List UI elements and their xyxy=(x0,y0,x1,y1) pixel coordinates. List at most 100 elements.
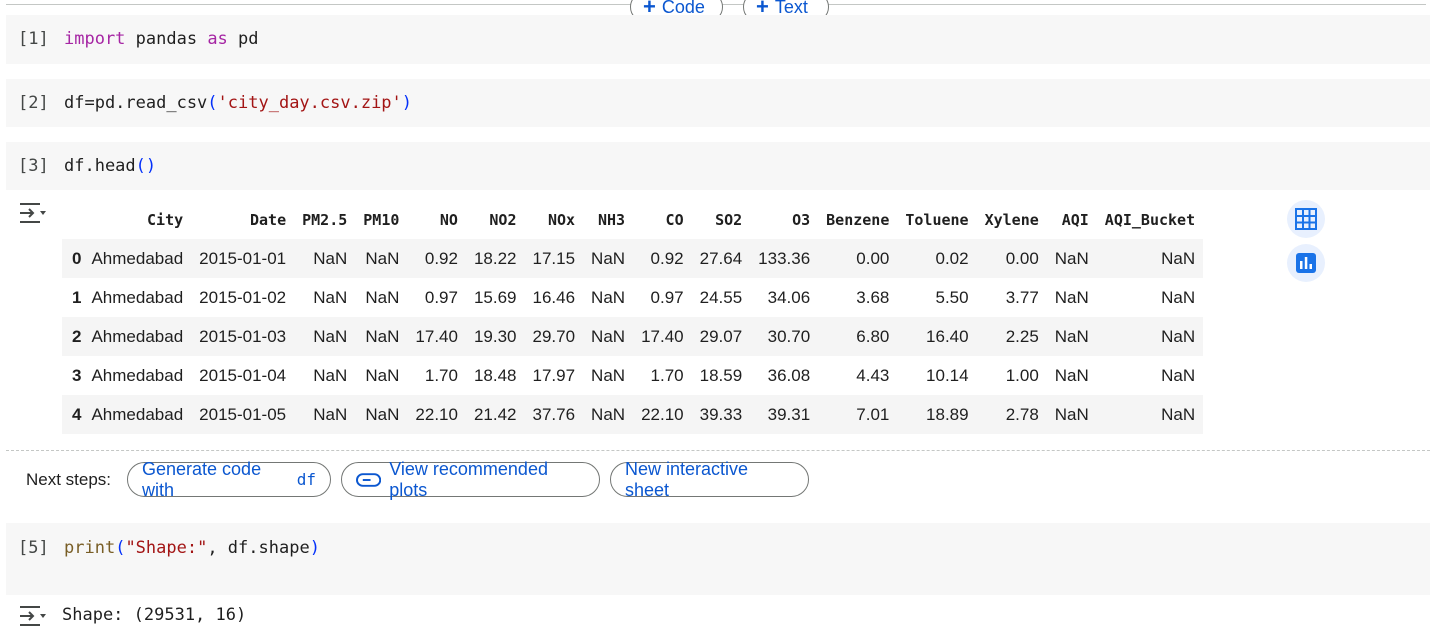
table-cell: 0.02 xyxy=(935,248,969,268)
table-cell: 19.30 xyxy=(473,326,517,346)
table-cell: 18.48 xyxy=(473,365,517,385)
table-cell: 17.40 xyxy=(641,326,684,346)
output-toggle-icon[interactable] xyxy=(18,605,48,627)
view-plots-label: View recommended plots xyxy=(389,458,548,500)
table-cell: 10.14 xyxy=(926,365,969,385)
output-toggle-icon[interactable] xyxy=(18,202,48,224)
code-cell-1[interactable]: [1] import pandas as pd xyxy=(6,15,1430,64)
table-cell: 0.92 xyxy=(650,248,684,268)
table-cell: Ahmedabad xyxy=(91,404,184,424)
bar-chart-icon xyxy=(1296,253,1316,273)
column-header: O3 xyxy=(792,211,811,229)
table-cell: 2015-01-04 xyxy=(199,365,287,385)
table-cell: NaN xyxy=(591,404,626,424)
table-cell: NaN xyxy=(591,326,626,346)
table-cell: 3.68 xyxy=(856,287,890,307)
code-editor[interactable]: print("Shape:", df.shape) xyxy=(64,538,320,558)
table-cell: NaN xyxy=(1054,287,1089,307)
table-cell: 17.40 xyxy=(415,326,458,346)
table-cell: 39.33 xyxy=(699,404,743,424)
row-index: 2 xyxy=(72,326,82,346)
table-cell: 2.25 xyxy=(1005,326,1039,346)
table-cell: 133.36 xyxy=(758,248,811,268)
convert-to-interactive-button[interactable] xyxy=(1287,200,1325,238)
suggest-charts-button[interactable] xyxy=(1287,244,1325,282)
table-cell: 5.50 xyxy=(935,287,969,307)
table-cell: 2015-01-02 xyxy=(199,287,287,307)
execution-count: [1] xyxy=(18,29,49,49)
code-editor[interactable]: df=pd.read_csv('city_day.csv.zip') xyxy=(64,93,413,113)
column-header: Xylene xyxy=(984,211,1039,229)
generate-code-var: df xyxy=(296,470,316,489)
code-cell-5[interactable]: [5] print("Shape:", df.shape) xyxy=(6,523,1430,595)
table-cell: 16.46 xyxy=(532,287,576,307)
column-header: NO xyxy=(439,211,458,229)
column-header: Date xyxy=(250,211,287,229)
table-cell: 37.76 xyxy=(532,404,576,424)
table-cell: 7.01 xyxy=(856,404,890,424)
table-cell: Ahmedabad xyxy=(91,326,184,346)
table-cell: NaN xyxy=(1054,326,1089,346)
table-cell: NaN xyxy=(1161,287,1196,307)
row-index: 3 xyxy=(72,365,82,385)
table-cell: 0.92 xyxy=(424,248,458,268)
table-cell: 18.89 xyxy=(926,404,969,424)
table-cell: Ahmedabad xyxy=(91,248,184,268)
table-cell: 6.80 xyxy=(856,326,890,346)
table-cell: 21.42 xyxy=(473,404,517,424)
table-cell: 22.10 xyxy=(641,404,684,424)
column-header: Benzene xyxy=(826,211,890,229)
table-cell: NaN xyxy=(591,248,626,268)
new-interactive-sheet-button[interactable]: New interactive sheet xyxy=(610,459,809,500)
code-cell-3[interactable]: [3] df.head() xyxy=(6,142,1430,190)
table-icon xyxy=(1295,208,1317,230)
table-cell: 1.70 xyxy=(650,365,684,385)
table-cell: 16.40 xyxy=(926,326,969,346)
table-cell: 15.69 xyxy=(473,287,517,307)
table-cell: NaN xyxy=(313,248,348,268)
column-header: PM10 xyxy=(363,211,400,229)
row-index: 0 xyxy=(72,248,82,268)
table-cell: 2015-01-05 xyxy=(199,404,287,424)
table-cell: 17.97 xyxy=(532,365,576,385)
table-row: 1 Ahmedabad 2015-01-02 NaN NaN 0.97 15.69 16.46… xyxy=(62,278,1204,317)
table-cell: NaN xyxy=(313,287,348,307)
table-cell: NaN xyxy=(591,365,626,385)
column-header: PM2.5 xyxy=(302,211,348,229)
table-cell: NaN xyxy=(313,326,348,346)
table-cell: 2.78 xyxy=(1005,404,1039,424)
table-cell: 22.10 xyxy=(415,404,458,424)
table-cell: 39.31 xyxy=(767,404,811,424)
plus-icon: + xyxy=(756,0,769,19)
table-cell: NaN xyxy=(365,326,400,346)
table-cell: Ahmedabad xyxy=(91,287,184,307)
table-cell: NaN xyxy=(365,287,400,307)
view-recommended-plots-button[interactable]: View recommended plots xyxy=(341,459,600,500)
column-header: City xyxy=(147,211,184,229)
table-row: 2 Ahmedabad 2015-01-03 NaN NaN 17.40 19.30 29.7… xyxy=(62,317,1204,356)
code-editor[interactable]: import pandas as pd xyxy=(64,29,259,49)
table-cell: 36.08 xyxy=(767,365,811,385)
plus-icon: + xyxy=(643,0,656,19)
next-steps-label: Next steps: xyxy=(26,470,112,489)
table-cell: 0.97 xyxy=(424,287,458,307)
table-cell: NaN xyxy=(591,287,626,307)
column-header: AQI xyxy=(1061,211,1089,229)
execution-count: [2] xyxy=(18,93,49,113)
generate-code-label: Generate code with xyxy=(142,458,262,500)
generate-code-button[interactable]: Generate code with df xyxy=(127,459,331,500)
table-cell: NaN xyxy=(313,404,348,424)
table-cell: NaN xyxy=(1054,248,1089,268)
table-cell: 2015-01-03 xyxy=(199,326,287,346)
execution-count: [3] xyxy=(18,156,49,176)
table-cell: 30.70 xyxy=(767,326,811,346)
table-row: 3 Ahmedabad 2015-01-04 NaN NaN 1.70 18.48 17.97… xyxy=(62,356,1204,395)
table-cell: 18.22 xyxy=(473,248,517,268)
code-cell-2[interactable]: [2] df=pd.read_csv('city_day.csv.zip') xyxy=(6,79,1430,127)
table-cell: NaN xyxy=(1054,365,1089,385)
table-cell: NaN xyxy=(1161,326,1196,346)
table-cell: 0.00 xyxy=(856,248,890,268)
table-cell: 0.00 xyxy=(1005,248,1039,268)
code-editor[interactable]: df.head() xyxy=(64,156,157,176)
column-header: CO xyxy=(665,211,684,229)
